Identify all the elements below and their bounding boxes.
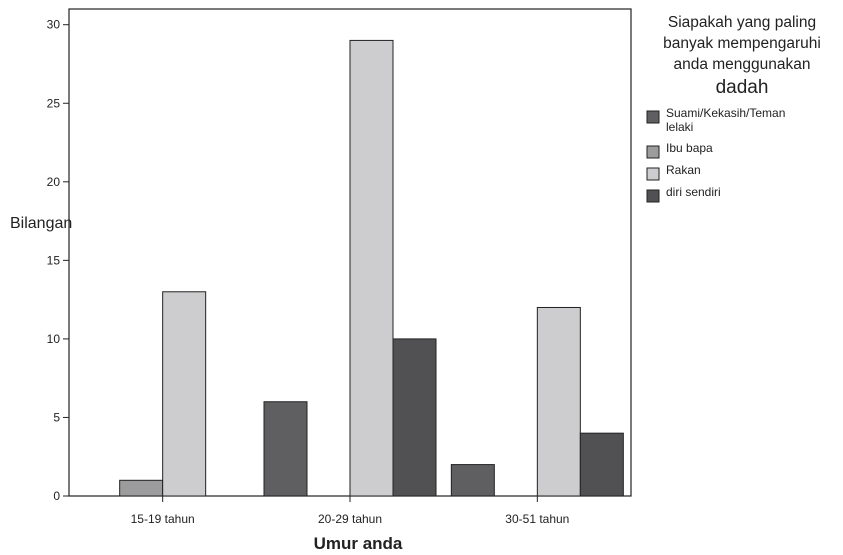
bar <box>579 432 624 497</box>
legend-label: Suami/Kekasih/Teman <box>666 106 785 120</box>
x-axis-label: Umur anda <box>314 534 403 553</box>
x-tick-label: 15-19 tahun <box>131 512 195 526</box>
legend-label: Ibu bapa <box>666 141 713 155</box>
legend: Siapakah yang paling banyak mempengaruhi a… <box>646 14 821 203</box>
bar <box>119 479 164 497</box>
y-tick-label: 30 <box>47 18 61 32</box>
bars <box>119 39 624 497</box>
legend-title-line: anda menggunakan <box>673 56 810 73</box>
bar <box>450 464 495 497</box>
legend-label: Rakan <box>666 163 701 177</box>
bar <box>263 401 308 497</box>
x-tick-label: 20-29 tahun <box>318 512 382 526</box>
y-axis-label: Bilangan <box>10 215 72 232</box>
legend-swatch <box>646 110 660 124</box>
y-tick-label: 0 <box>53 489 60 503</box>
y-tick-label: 15 <box>47 253 61 267</box>
y-axis: 0 5 10 15 20 25 30 <box>47 18 69 503</box>
legend-swatch <box>646 167 660 181</box>
y-tick-label: 20 <box>47 175 61 189</box>
legend-title-line: banyak mempengaruhi <box>663 35 821 52</box>
legend-swatch <box>646 145 660 159</box>
bar <box>392 338 437 497</box>
legend-label: diri sendiri <box>666 185 721 199</box>
x-axis: 15-19 tahun 20-29 tahun 30-51 tahun <box>131 496 569 526</box>
bar <box>536 306 581 497</box>
y-tick-label: 10 <box>47 332 61 346</box>
x-tick-label: 30-51 tahun <box>505 512 569 526</box>
bar <box>162 291 207 497</box>
y-tick-label: 25 <box>47 96 61 110</box>
legend-title-line: Siapakah yang paling <box>668 14 816 31</box>
bar <box>349 39 394 497</box>
legend-swatch <box>646 189 660 203</box>
legend-title-line: dadah <box>716 77 769 98</box>
y-tick-label: 5 <box>53 410 60 424</box>
legend-label: lelaki <box>666 120 693 134</box>
